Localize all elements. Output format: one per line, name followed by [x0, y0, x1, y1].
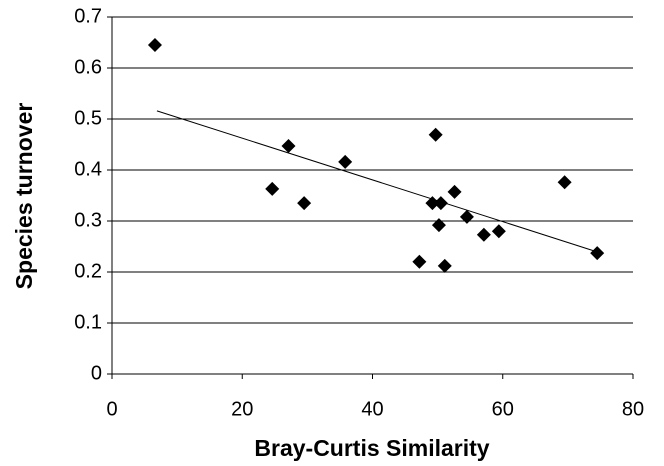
y-tick-label: 0.3 [74, 209, 102, 231]
point [557, 175, 572, 190]
point [431, 218, 446, 233]
x-tick-label: 80 [622, 398, 644, 420]
x-tick-label: 60 [492, 398, 514, 420]
point [459, 209, 474, 224]
x-tick-label: 0 [106, 398, 117, 420]
x-tick-label: 40 [361, 398, 383, 420]
point [412, 254, 427, 269]
y-tick-label: 0 [91, 362, 102, 384]
point [437, 258, 452, 273]
y-tick-label: 0.1 [74, 311, 102, 333]
y-tick-label: 0.5 [74, 107, 102, 129]
point [428, 127, 443, 142]
point [491, 224, 506, 239]
point [338, 154, 353, 169]
point [590, 246, 605, 261]
y-tick-label: 0.4 [74, 158, 102, 180]
y-tick-label: 0.6 [74, 56, 102, 78]
y-axis-title: Species turnover [11, 103, 37, 290]
point [281, 139, 296, 154]
point [297, 196, 312, 211]
point [425, 196, 440, 211]
point [147, 38, 162, 53]
x-axis-title: Bray-Curtis Similarity [254, 435, 489, 461]
x-tick-label: 20 [231, 398, 253, 420]
y-tick-label: 0.2 [74, 260, 102, 282]
y-tick-label: 0.7 [74, 5, 102, 27]
point [433, 196, 448, 211]
point [265, 181, 280, 196]
point [447, 184, 462, 199]
trendline [156, 110, 598, 253]
point [476, 227, 491, 242]
